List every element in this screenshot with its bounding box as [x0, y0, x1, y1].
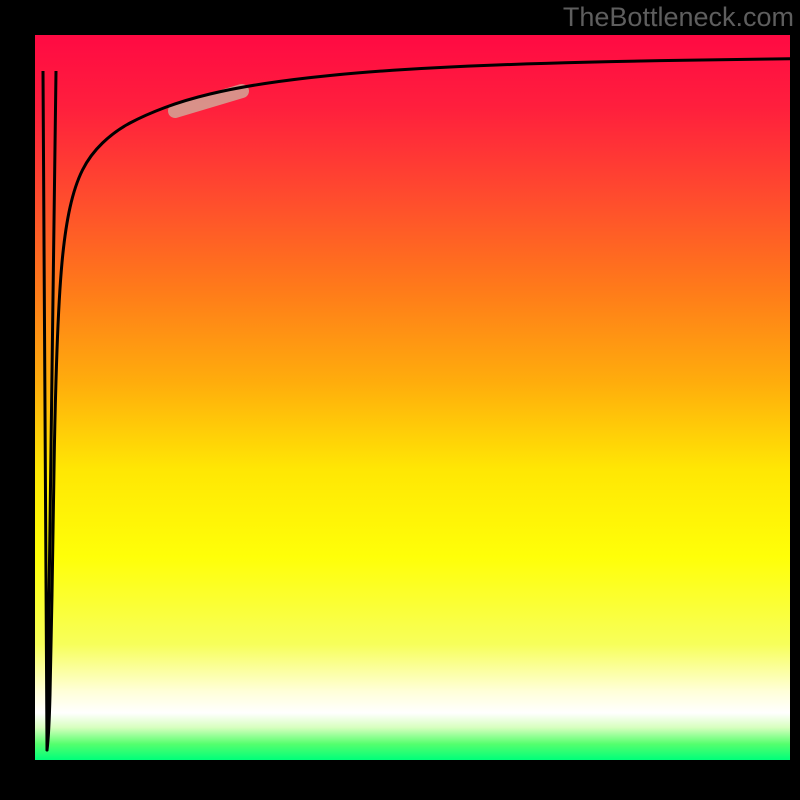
plot-area	[35, 35, 790, 760]
watermark-text: TheBottleneck.com	[563, 2, 794, 33]
chart-stage: TheBottleneck.com	[0, 0, 800, 800]
